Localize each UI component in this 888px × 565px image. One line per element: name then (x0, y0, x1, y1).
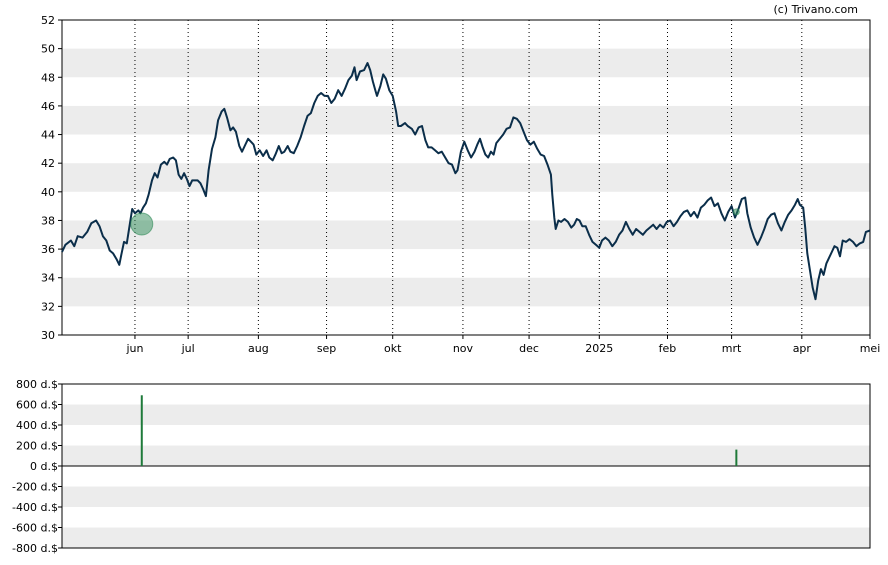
grid-band (62, 404, 870, 425)
dividend-bar (735, 449, 738, 466)
x-tick-label: jul (181, 342, 195, 355)
y-tick-label: 30 (41, 329, 55, 342)
y-tick-label: 42 (41, 157, 55, 170)
y-tick-label: 600 d.$ (16, 399, 58, 412)
y-tick-label: 800 d.$ (16, 378, 58, 391)
y-tick-label: 52 (41, 14, 55, 27)
x-tick-label: apr (793, 342, 812, 355)
grid-band (62, 163, 870, 192)
dividend-bar (140, 395, 143, 466)
dividend-marker (130, 212, 154, 236)
y-tick-label: 40 (41, 186, 55, 199)
x-tick-label: jun (125, 342, 143, 355)
grid-band (62, 105, 870, 135)
y-tick-label: 50 (41, 43, 55, 56)
y-tick-label: -800 d.$ (12, 542, 58, 555)
credit-text: (c) Trivano.com (773, 3, 858, 16)
y-tick-label: 34 (41, 272, 55, 285)
plot-frame (61, 19, 871, 336)
x-tick-label: aug (248, 342, 269, 355)
x-tick-label: sep (317, 342, 336, 355)
y-tick-label: -200 d.$ (12, 481, 58, 494)
grid-band (62, 486, 870, 507)
y-tick-label: -400 d.$ (12, 501, 58, 514)
credit-layer: (c) Trivano.com (773, 3, 858, 16)
y-tick-label: -600 d.$ (12, 522, 58, 535)
x-tick-label: dec (519, 342, 539, 355)
price-chart: 30 32 34 36 38 40 42 44 46 48 50 52 jun jul aug sep okt n… (41, 14, 881, 355)
price-line (61, 62, 871, 301)
grid-band (62, 527, 870, 548)
grid-band (62, 48, 870, 78)
y-tick-label: 400 d.$ (16, 419, 58, 432)
grid-band (62, 277, 870, 307)
grid-band (62, 445, 870, 466)
y-tick-label: 44 (41, 129, 55, 142)
y-tick-label: 48 (41, 71, 55, 84)
y-tick-label: 46 (41, 100, 55, 113)
y-tick-label: 38 (41, 214, 55, 227)
y-tick-label: 200 d.$ (16, 440, 58, 453)
x-tick-label: 2025 (585, 342, 613, 355)
y-tick-label: 0 d.$ (30, 460, 58, 473)
y-tick-label: 36 (41, 243, 55, 256)
y-tick-label: 32 (41, 300, 55, 313)
x-tick-label: feb (659, 342, 677, 355)
x-tick-label: okt (384, 342, 402, 355)
x-tick-label: mei (860, 342, 881, 355)
x-tick-label: mrt (722, 342, 742, 355)
grid-band (62, 220, 870, 250)
dividend-marker (732, 208, 740, 216)
x-tick-label: nov (453, 342, 474, 355)
